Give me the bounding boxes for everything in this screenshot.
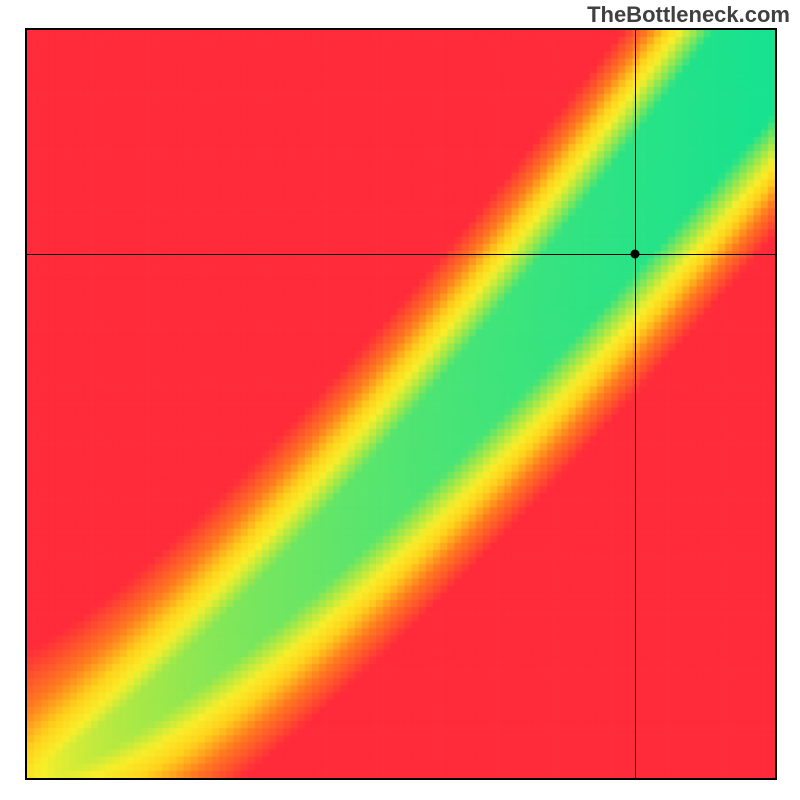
heatmap-canvas	[27, 30, 775, 778]
crosshair-horizontal	[27, 254, 775, 255]
crosshair-vertical	[635, 30, 636, 778]
bottleneck-marker-dot	[631, 250, 640, 259]
watermark-text: TheBottleneck.com	[587, 2, 790, 28]
heatmap-chart	[25, 28, 777, 780]
chart-container: TheBottleneck.com	[0, 0, 800, 800]
